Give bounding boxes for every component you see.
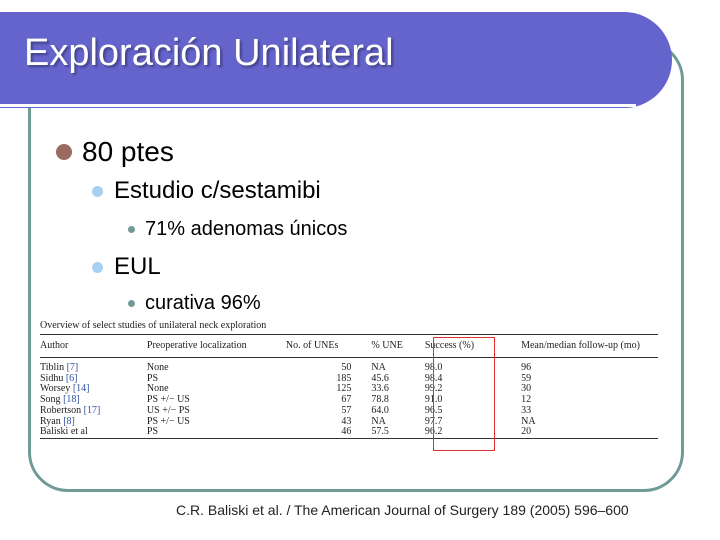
cell-count: 43 bbox=[341, 415, 352, 427]
author-name: Ryan bbox=[40, 415, 61, 427]
slide-title: Exploración Unilateral bbox=[24, 32, 394, 74]
cell-une: 33.6 bbox=[371, 383, 389, 395]
reference-link[interactable]: [6] bbox=[65, 372, 78, 384]
bullet-text: 71% adenomas únicos bbox=[145, 217, 348, 240]
citation-footer: C.R. Baliski et al. / The American Journ… bbox=[176, 502, 629, 518]
bullet-eul: EUL bbox=[92, 252, 161, 282]
bullet-text: Estudio c/sestamibi bbox=[114, 177, 321, 204]
cell-count: 125 bbox=[336, 383, 352, 395]
cell-localization: PS +/− US bbox=[146, 415, 190, 427]
success-column-highlight bbox=[433, 337, 495, 451]
cell-count: 50 bbox=[341, 362, 352, 373]
cell-localization: US +/− PS bbox=[146, 404, 190, 416]
header-success: Success (%) bbox=[424, 339, 475, 351]
title-rule bbox=[0, 104, 636, 107]
header-author: Author bbox=[40, 339, 69, 351]
bullet-dot-icon bbox=[56, 144, 72, 160]
reference-link[interactable]: [17] bbox=[83, 404, 101, 416]
cell-author: Tiblin [7] bbox=[40, 358, 147, 374]
table-row: Robertson [17] US +/− PS 57 64.0 96.5 33 bbox=[40, 404, 658, 417]
cell-author: Sidhu [6] bbox=[40, 372, 147, 385]
table-row: Tiblin [7] None 50 NA 98.0 96 bbox=[40, 358, 658, 374]
cell-une: 45.6 bbox=[371, 372, 389, 384]
cell-followup: 12 bbox=[521, 394, 532, 406]
bullet-dot-icon bbox=[128, 225, 135, 233]
header-localization: Preoperative localization bbox=[146, 339, 247, 351]
author-name: Song bbox=[40, 394, 61, 406]
cell-followup: 96 bbox=[521, 362, 532, 373]
header-une: % UNE bbox=[371, 339, 403, 351]
cell-localization: PS bbox=[146, 372, 159, 384]
cell-count: 57 bbox=[341, 404, 352, 416]
cell-followup: 30 bbox=[521, 383, 532, 395]
bullet-text: EUL bbox=[114, 253, 161, 280]
cell-count: 67 bbox=[341, 394, 352, 406]
cell-une: 64.0 bbox=[371, 404, 389, 416]
cell-une: 78.8 bbox=[371, 394, 389, 406]
cell-localization: None bbox=[146, 383, 169, 395]
slide-frame bbox=[28, 40, 684, 492]
cell-une: 57.5 bbox=[371, 426, 389, 438]
reference-link[interactable]: [8] bbox=[63, 415, 75, 427]
bullet-dot-icon bbox=[92, 261, 103, 273]
bullet-dot-icon bbox=[128, 299, 135, 307]
author-name: Worsey bbox=[40, 383, 71, 395]
table-header-row: Author Preoperative localization No. of … bbox=[40, 334, 658, 358]
cell-followup: 59 bbox=[521, 372, 532, 384]
bullet-sestamibi: Estudio c/sestamibi bbox=[92, 176, 321, 206]
cell-author: Ryan [8] bbox=[40, 415, 147, 428]
reference-link[interactable]: [14] bbox=[72, 383, 90, 395]
bullet-text: curativa 96% bbox=[145, 291, 261, 314]
bullet-curativa: curativa 96% bbox=[128, 290, 261, 316]
cell-author: Robertson [17] bbox=[40, 404, 147, 417]
reference-link[interactable]: [7] bbox=[66, 362, 79, 373]
cell-followup: 33 bbox=[521, 404, 532, 416]
reference-link[interactable]: [18] bbox=[63, 394, 80, 406]
author-name: Baliski et al bbox=[40, 426, 88, 438]
header-followup: Mean/median follow-up (mo) bbox=[521, 339, 640, 351]
cell-localization: None bbox=[146, 362, 169, 373]
studies-table-block: Overview of select studies of unilateral… bbox=[40, 320, 660, 439]
cell-count: 46 bbox=[341, 426, 352, 438]
cell-author: Worsey [14] bbox=[40, 384, 147, 395]
bullet-text: 80 ptes bbox=[82, 136, 174, 167]
bullet-dot-icon bbox=[92, 185, 103, 197]
cell-followup: 20 bbox=[521, 426, 532, 438]
table-caption: Overview of select studies of unilateral… bbox=[40, 320, 267, 331]
author-name: Tiblin bbox=[40, 362, 65, 373]
studies-table: Author Preoperative localization No. of … bbox=[40, 334, 658, 439]
title-band bbox=[0, 12, 672, 108]
bullet-adenomas: 71% adenomas únicos bbox=[128, 216, 347, 242]
cell-count: 185 bbox=[336, 372, 352, 384]
cell-une: NA bbox=[371, 415, 386, 427]
bullet-patients: 80 ptes bbox=[56, 134, 174, 170]
cell-localization: PS +/− US bbox=[146, 394, 190, 406]
cell-une: NA bbox=[371, 362, 386, 373]
cell-author: Baliski et al bbox=[40, 426, 147, 438]
cell-localization: PS bbox=[146, 426, 159, 438]
author-name: Sidhu bbox=[40, 372, 64, 384]
table-row: Baliski et al PS 46 57.5 96.2 20 bbox=[40, 426, 658, 439]
author-name: Robertson bbox=[40, 404, 82, 416]
cell-followup: NA bbox=[521, 415, 536, 427]
cell-author: Song [18] bbox=[40, 394, 147, 406]
header-count: No. of UNEs bbox=[285, 339, 339, 351]
